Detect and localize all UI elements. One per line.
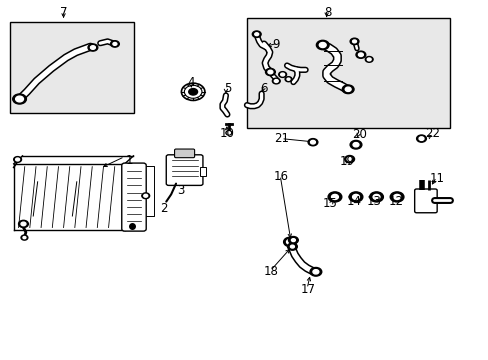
- Circle shape: [393, 194, 400, 199]
- Circle shape: [225, 131, 231, 135]
- Text: 13: 13: [366, 195, 381, 208]
- Text: 16: 16: [273, 170, 288, 183]
- Circle shape: [14, 157, 21, 162]
- Bar: [10, 22, 134, 113]
- Circle shape: [267, 70, 272, 74]
- Circle shape: [352, 40, 356, 43]
- Text: 9: 9: [272, 39, 280, 51]
- Circle shape: [312, 270, 318, 274]
- Text: 14: 14: [346, 195, 361, 208]
- Text: 2: 2: [160, 202, 167, 215]
- Circle shape: [309, 267, 321, 276]
- Circle shape: [366, 58, 370, 61]
- Circle shape: [142, 193, 149, 199]
- Circle shape: [349, 140, 361, 149]
- Bar: [246, 18, 449, 128]
- Text: 4: 4: [186, 76, 194, 89]
- FancyBboxPatch shape: [166, 155, 203, 185]
- Circle shape: [291, 239, 295, 242]
- Circle shape: [346, 157, 351, 161]
- Circle shape: [288, 237, 298, 244]
- Text: 22: 22: [425, 127, 439, 140]
- Circle shape: [252, 31, 261, 37]
- Circle shape: [23, 237, 26, 239]
- Circle shape: [358, 53, 363, 57]
- Circle shape: [349, 38, 358, 45]
- Circle shape: [310, 140, 315, 144]
- Circle shape: [331, 194, 338, 199]
- Text: 18: 18: [264, 265, 278, 278]
- Circle shape: [355, 51, 365, 58]
- Circle shape: [418, 137, 423, 140]
- Circle shape: [307, 139, 317, 146]
- Circle shape: [416, 135, 426, 142]
- Circle shape: [319, 42, 325, 48]
- Circle shape: [327, 192, 341, 202]
- Text: 3: 3: [177, 184, 184, 197]
- Circle shape: [344, 156, 354, 163]
- Text: 15: 15: [322, 197, 337, 210]
- Circle shape: [287, 243, 297, 250]
- Circle shape: [285, 77, 291, 82]
- Circle shape: [278, 72, 286, 77]
- Circle shape: [19, 220, 28, 228]
- Circle shape: [110, 41, 119, 47]
- Circle shape: [143, 194, 147, 197]
- Circle shape: [274, 80, 278, 82]
- Circle shape: [342, 85, 353, 94]
- Text: 17: 17: [300, 283, 315, 296]
- Circle shape: [365, 57, 372, 62]
- Circle shape: [286, 239, 293, 244]
- Circle shape: [389, 192, 403, 202]
- Circle shape: [21, 235, 28, 240]
- Text: 20: 20: [351, 129, 366, 141]
- Circle shape: [348, 192, 362, 202]
- Circle shape: [16, 158, 20, 161]
- Circle shape: [345, 87, 350, 91]
- Circle shape: [369, 192, 383, 202]
- Circle shape: [16, 96, 23, 102]
- Text: 6: 6: [260, 82, 267, 95]
- Text: 10: 10: [220, 127, 234, 140]
- Circle shape: [113, 42, 117, 45]
- Circle shape: [227, 132, 230, 134]
- Circle shape: [21, 222, 26, 226]
- Circle shape: [286, 78, 289, 80]
- Circle shape: [290, 245, 294, 248]
- Circle shape: [188, 89, 197, 95]
- Circle shape: [13, 94, 26, 104]
- Circle shape: [254, 33, 258, 36]
- Text: 21: 21: [273, 132, 288, 145]
- Text: 5: 5: [223, 82, 231, 95]
- Bar: [200, 167, 206, 176]
- Circle shape: [352, 143, 358, 147]
- Text: 8: 8: [323, 6, 331, 19]
- Text: 12: 12: [388, 195, 403, 208]
- FancyBboxPatch shape: [122, 163, 146, 231]
- Text: 11: 11: [429, 172, 444, 185]
- Circle shape: [272, 78, 280, 84]
- Circle shape: [352, 194, 359, 199]
- FancyBboxPatch shape: [174, 149, 194, 158]
- Circle shape: [280, 73, 284, 76]
- Text: 1: 1: [125, 154, 133, 167]
- Circle shape: [283, 237, 296, 247]
- Text: 19: 19: [339, 156, 354, 168]
- Text: 7: 7: [60, 6, 67, 19]
- FancyBboxPatch shape: [414, 189, 436, 213]
- Circle shape: [372, 194, 379, 199]
- Circle shape: [265, 68, 275, 76]
- Circle shape: [316, 40, 328, 50]
- Circle shape: [88, 44, 98, 51]
- Circle shape: [90, 46, 95, 49]
